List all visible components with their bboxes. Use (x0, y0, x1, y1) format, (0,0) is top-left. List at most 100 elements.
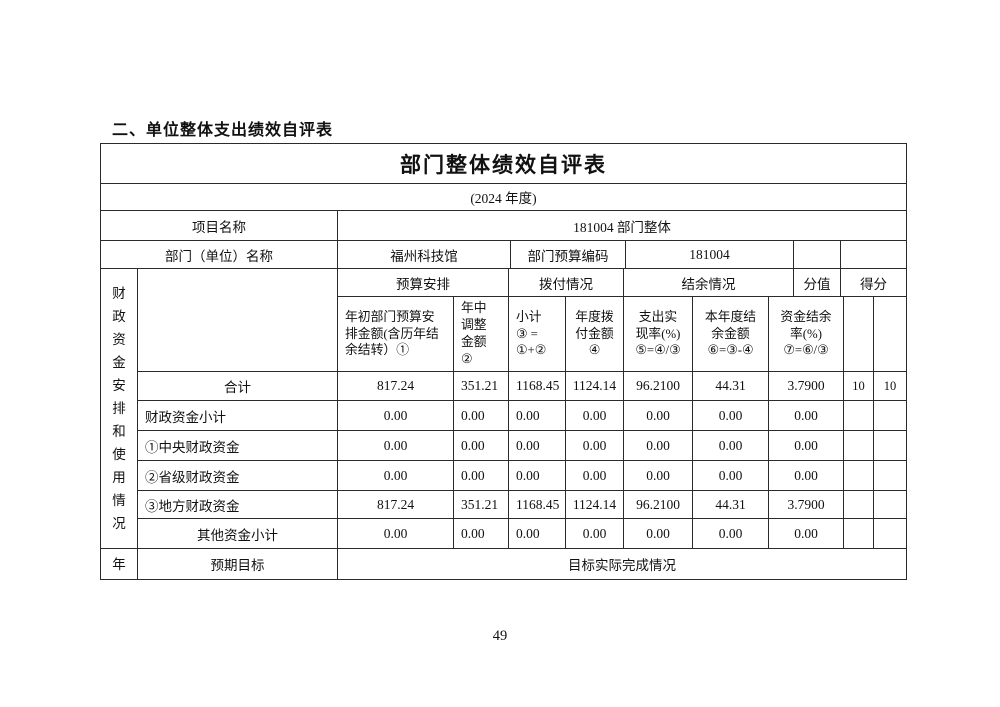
amount-cell: 0.00 (624, 431, 693, 461)
amount-cell: 0.00 (509, 401, 566, 431)
score-cell (874, 461, 906, 491)
subheader-mid-year-adjust: 年中 调整 金额 ② (454, 297, 509, 372)
amount-cell: 0.00 (624, 461, 693, 491)
amount-cell: 0.00 (509, 461, 566, 491)
amount-cell: 0.00 (509, 431, 566, 461)
project-name-label: 项目名称 (101, 211, 338, 241)
amount-cell: 0.00 (693, 519, 769, 549)
goal-completion-label: 目标实际完成情况 (568, 558, 676, 573)
amount-cell: 3.7900 (769, 491, 844, 519)
budget-code-label: 部门预算编码 (511, 241, 626, 269)
amount-cell: 0.00 (566, 431, 624, 461)
subheader-subtotal: 小计 ③ = ①+② (509, 297, 566, 372)
expected-goals-label: 预期目标 (138, 549, 338, 579)
empty-cell (841, 241, 906, 269)
budget-code-value: 181004 (626, 241, 794, 269)
score-cell (874, 431, 906, 461)
table-subtitle: (2024 年度) (101, 184, 906, 211)
department-row: 部门（单位）名称 福州科技馆 部门预算编码 181004 (101, 241, 906, 269)
amount-cell: 0.00 (624, 519, 693, 549)
subheader-initial-budget: 年初部门预算安 排金额(含历年结 余结转）① (338, 297, 454, 372)
amount-cell: 0.00 (338, 401, 454, 431)
amount-cell: 1168.45 (509, 491, 566, 519)
header-allocation-status: 拨付情况 (509, 269, 624, 297)
project-name-value: 181004 部门整体 (338, 211, 906, 241)
amount-cell: 817.24 (338, 372, 454, 401)
amount-cell: 0.00 (338, 519, 454, 549)
row-label: ②省级财政资金 (138, 461, 338, 491)
amount-cell: 0.00 (769, 401, 844, 431)
subheader-score-empty (874, 297, 906, 372)
row-central-funds: ①中央财政资金 0.00 0.00 0.00 0.00 0.00 0.00 0.… (138, 431, 906, 461)
amount-cell: 817.24 (338, 491, 454, 519)
score-cell (874, 491, 906, 519)
row-total: 合计 817.24 351.21 1168.45 1124.14 96.2100… (138, 372, 906, 401)
subheader-year-balance: 本年度结 余金额 ⑥=③-④ (693, 297, 769, 372)
self-evaluation-table: 财政资金安排和使用情况 年 部门整体绩效自评表 (2024 年度) 项目名称 1… (100, 143, 907, 580)
title-row: 部门整体绩效自评表 (101, 144, 906, 184)
amount-cell: 0.00 (566, 401, 624, 431)
amount-cell: 0.00 (693, 461, 769, 491)
amount-cell: 0.00 (338, 461, 454, 491)
amount-cell: 0.00 (338, 431, 454, 461)
amount-cell: 0.00 (693, 431, 769, 461)
score-max-cell (844, 461, 874, 491)
row-other-subtotal: 其他资金小计 0.00 0.00 0.00 0.00 0.00 0.00 0.0… (138, 519, 906, 549)
row-expected-goals: 预期目标 目标实际完成情况 (138, 549, 906, 579)
subheader-annual-allocated: 年度拨 付金额 ④ (566, 297, 624, 372)
amount-cell: 1124.14 (566, 372, 624, 401)
section-heading: 二、单位整体支出绩效自评表 (112, 122, 334, 139)
amount-cell: 0.00 (454, 461, 509, 491)
header-score-max: 分值 (794, 269, 841, 297)
amount-cell: 0.00 (693, 401, 769, 431)
department-name-label: 部门（单位）名称 (101, 241, 338, 269)
annual-vertical-label: 年 (112, 556, 126, 572)
amount-cell: 0.00 (454, 519, 509, 549)
group-header-row: 预算安排 拨付情况 结余情况 分值 得分 (338, 269, 906, 297)
subheader-balance-rate: 资金结余 率(%) ⑦=⑥/③ (769, 297, 844, 372)
amount-cell: 351.21 (454, 372, 509, 401)
amount-cell: 96.2100 (624, 372, 693, 401)
empty-cell (794, 241, 841, 269)
row-label: ①中央财政资金 (138, 431, 338, 461)
row-label: 财政资金小计 (138, 401, 338, 431)
department-name-value: 福州科技馆 (338, 241, 511, 269)
sub-header-row: 年初部门预算安 排金额(含历年结 余结转）① 年中 调整 金额 ② 小计 ③ =… (338, 297, 906, 372)
score-cell (874, 519, 906, 549)
score-max-cell: 10 (844, 372, 874, 401)
table-title: 部门整体绩效自评表 (101, 144, 906, 184)
amount-cell: 3.7900 (769, 372, 844, 401)
amount-cell: 0.00 (769, 519, 844, 549)
header-score: 得分 (841, 269, 906, 297)
amount-cell: 0.00 (566, 461, 624, 491)
score-cell: 10 (874, 372, 906, 401)
fiscal-funds-vertical-label: 财政资金安排和使用情况 (112, 286, 126, 531)
subheader-expense-rate: 支出实 现率(%) ⑤=④/③ (624, 297, 693, 372)
row-group-fiscal-funds: 财政资金安排和使用情况 (101, 269, 138, 549)
header-corner-empty-cell (138, 269, 338, 372)
score-max-cell (844, 431, 874, 461)
header-balance-status: 结余情况 (624, 269, 794, 297)
row-label: 合计 (138, 372, 338, 401)
subheader-score-max-empty (844, 297, 874, 372)
amount-cell: 0.00 (509, 519, 566, 549)
page-number: 49 (492, 628, 508, 644)
header-budget-arrangement: 预算安排 (338, 269, 509, 297)
amount-cell: 0.00 (769, 461, 844, 491)
row-group-annual: 年 (101, 549, 138, 579)
row-label: 其他资金小计 (138, 519, 338, 549)
score-max-cell (844, 491, 874, 519)
amount-cell: 0.00 (566, 519, 624, 549)
subtitle-row: (2024 年度) (101, 184, 906, 211)
score-max-cell (844, 401, 874, 431)
amount-cell: 1168.45 (509, 372, 566, 401)
amount-cell: 0.00 (769, 431, 844, 461)
amount-cell: 96.2100 (624, 491, 693, 519)
amount-cell: 351.21 (454, 491, 509, 519)
amount-cell: 0.00 (624, 401, 693, 431)
score-cell (874, 401, 906, 431)
project-name-row: 项目名称 181004 部门整体 (101, 211, 906, 241)
amount-cell: 44.31 (693, 491, 769, 519)
row-local-funds: ③地方财政资金 817.24 351.21 1168.45 1124.14 96… (138, 491, 906, 519)
